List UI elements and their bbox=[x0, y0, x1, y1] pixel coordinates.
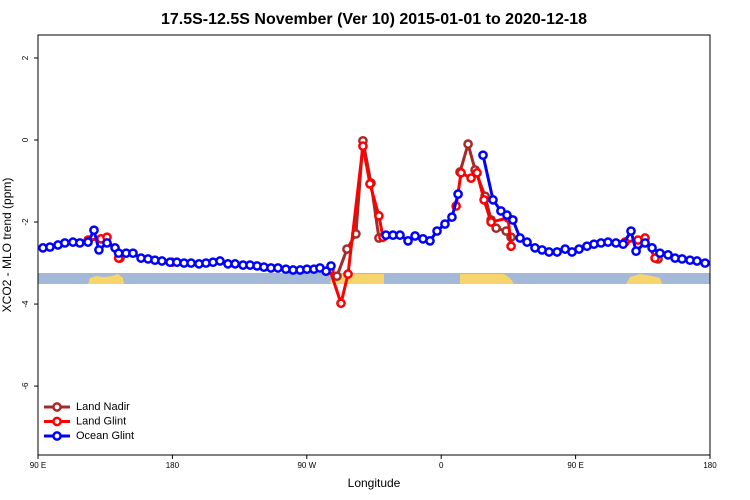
data-point bbox=[45, 242, 55, 252]
data-point bbox=[157, 256, 167, 266]
data-point bbox=[631, 246, 641, 257]
data-point bbox=[403, 236, 413, 246]
y-tick-label: -6 bbox=[21, 382, 30, 390]
data-point bbox=[432, 226, 442, 236]
data-point bbox=[508, 215, 518, 225]
y-tick-label: 0 bbox=[21, 137, 30, 142]
data-point bbox=[83, 237, 93, 247]
legend-label: Land Nadir bbox=[76, 401, 130, 413]
data-point bbox=[332, 271, 342, 282]
legend-label: Land Glint bbox=[76, 415, 126, 427]
x-axis-label: Longitude bbox=[348, 476, 401, 490]
x-tick-label: 180 bbox=[166, 461, 180, 470]
x-tick-label: 90 E bbox=[30, 461, 46, 470]
data-point bbox=[700, 258, 710, 268]
data-point bbox=[479, 195, 489, 205]
legend-label: Ocean Glint bbox=[76, 430, 134, 442]
data-point bbox=[410, 231, 420, 241]
data-point bbox=[515, 233, 525, 243]
x-tick-label: 90 W bbox=[297, 461, 316, 470]
data-point bbox=[626, 226, 636, 236]
plot-frame bbox=[37, 34, 711, 456]
data-point bbox=[655, 248, 665, 259]
data-point bbox=[522, 237, 532, 247]
data-point bbox=[486, 217, 496, 227]
data-point bbox=[506, 241, 516, 252]
data-point bbox=[113, 248, 124, 259]
data-point bbox=[94, 245, 104, 255]
data-point bbox=[230, 259, 240, 269]
data-point bbox=[466, 173, 476, 183]
data-point bbox=[574, 244, 584, 254]
data-point bbox=[502, 210, 512, 220]
legend: Land Nadir Land Glint Ocean Glint bbox=[44, 401, 134, 442]
data-point bbox=[425, 236, 435, 246]
data-point bbox=[640, 238, 650, 248]
legend-marker bbox=[52, 431, 62, 441]
data-point bbox=[336, 298, 346, 309]
chart-title: 17.5S-12.5S November (Ver 10) 2015-01-01… bbox=[161, 11, 587, 28]
data-point bbox=[215, 256, 225, 266]
data-point bbox=[544, 247, 554, 257]
data-point bbox=[440, 219, 450, 229]
data-point bbox=[677, 254, 687, 264]
y-axis-label: XCO2 - MLO trend (ppm) bbox=[0, 178, 14, 313]
data-point bbox=[89, 225, 99, 236]
data-point bbox=[472, 167, 482, 178]
x-tick-label: 90 E bbox=[567, 461, 583, 470]
data-point bbox=[618, 239, 628, 250]
legend-marker bbox=[52, 416, 62, 427]
data-point bbox=[186, 258, 196, 268]
data-point bbox=[374, 211, 384, 221]
data-point bbox=[74, 238, 85, 248]
data-point bbox=[365, 179, 375, 189]
data-point bbox=[463, 139, 473, 149]
data-point bbox=[273, 263, 283, 273]
data-point bbox=[128, 248, 138, 259]
y-tick-label: -4 bbox=[21, 300, 30, 308]
data-point bbox=[647, 243, 657, 253]
data-point bbox=[478, 150, 488, 161]
data-point bbox=[552, 247, 562, 257]
data-point bbox=[456, 167, 466, 178]
data-point bbox=[453, 189, 463, 199]
y-tick-label: 2 bbox=[21, 55, 30, 60]
data-point bbox=[102, 238, 112, 248]
data-point bbox=[488, 195, 498, 205]
data-point bbox=[326, 261, 336, 271]
data-point bbox=[447, 212, 457, 222]
data-point bbox=[603, 237, 613, 247]
x-tick-label: 180 bbox=[703, 461, 717, 470]
x-tick-label: 0 bbox=[439, 461, 444, 470]
data-point bbox=[395, 230, 405, 241]
data-point bbox=[343, 269, 353, 279]
data-point bbox=[692, 256, 702, 266]
data-point bbox=[60, 238, 70, 248]
data-point bbox=[358, 141, 368, 152]
land-mask bbox=[38, 273, 710, 284]
legend-marker bbox=[52, 402, 62, 412]
y-tick-label: -2 bbox=[21, 218, 30, 226]
data-point bbox=[491, 223, 502, 234]
